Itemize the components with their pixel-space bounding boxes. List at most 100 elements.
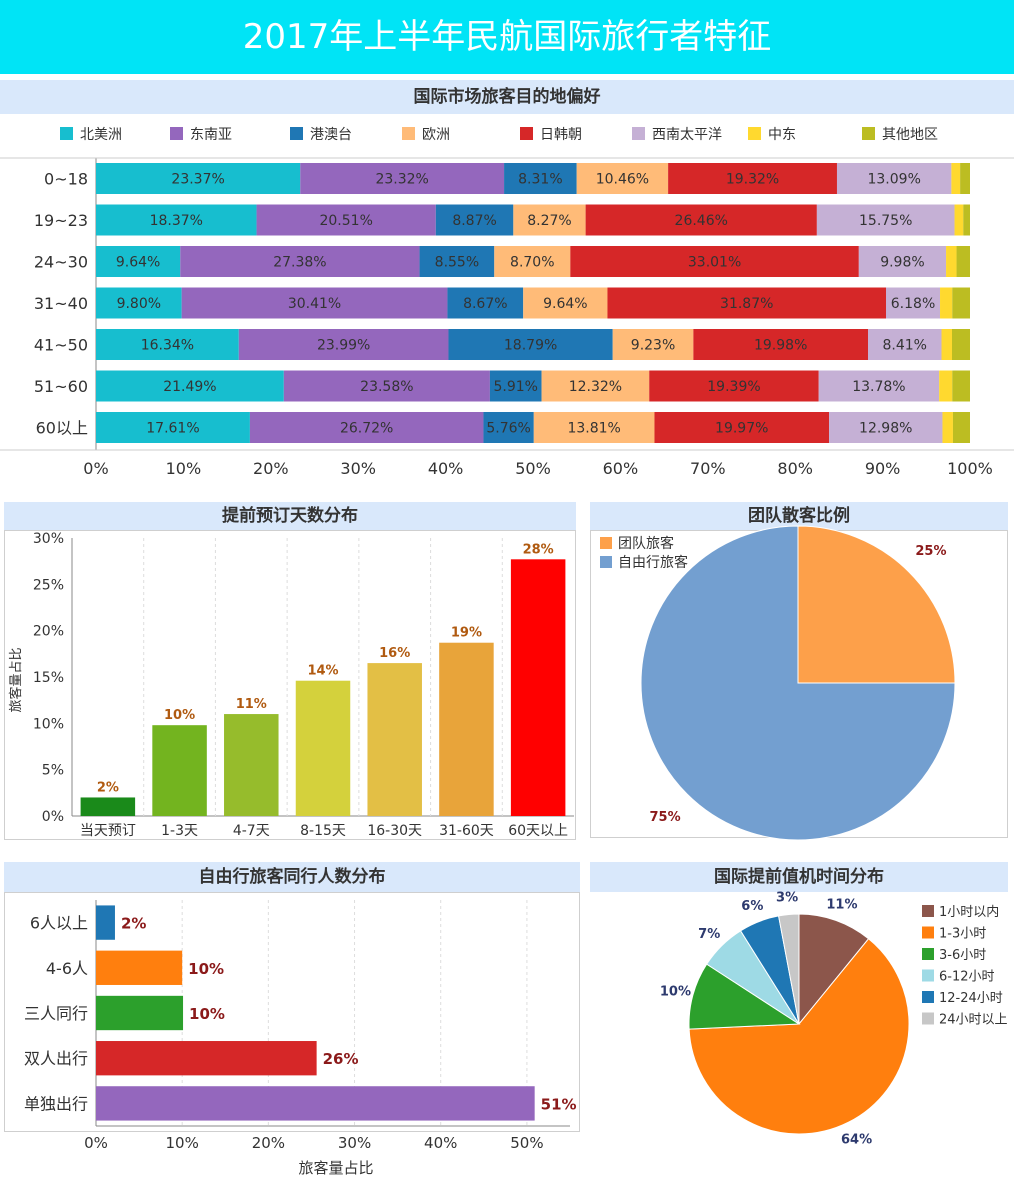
booking-section-title: 提前预订天数分布	[4, 502, 576, 530]
legend-label-0: 北美洲	[80, 127, 122, 143]
x-tick-5: 50%	[515, 459, 551, 478]
slice-label-4: 6%	[741, 899, 763, 914]
bar-1-1	[256, 204, 436, 236]
bar-1-6	[954, 204, 964, 236]
bar-4-2	[448, 329, 613, 360]
bar-4-6	[941, 329, 952, 360]
bar-6-1	[249, 412, 484, 443]
slice-0	[798, 913, 870, 1026]
row-label-6: 60以上	[36, 419, 88, 438]
bar-label-1-3: 8.27%	[527, 213, 571, 229]
bar-label-3-4: 31.87%	[720, 296, 773, 312]
bar-6-6	[942, 412, 953, 443]
x-tick-2: 4-7天	[233, 823, 270, 839]
y-tick-1: 5%	[42, 763, 64, 779]
bar-4-5	[868, 329, 942, 360]
bar-4-1	[238, 329, 449, 360]
bar-label-6-1: 26.72%	[340, 421, 393, 437]
slice-label-1: 64%	[841, 1132, 872, 1147]
bar-label-6-5: 12.98%	[859, 421, 912, 437]
bar-5-3	[541, 370, 650, 402]
legend-swatch-1	[922, 926, 934, 939]
bar-label-5-1: 23.58%	[360, 379, 413, 395]
x-tick-5: 31-60天	[439, 823, 494, 839]
legend-swatch-6	[748, 127, 761, 140]
bar-6	[510, 559, 566, 816]
bar-0-4	[668, 163, 837, 194]
legend-swatch-4	[520, 127, 533, 140]
legend-swatch-7	[862, 127, 875, 140]
legend-swatch-5	[922, 1012, 934, 1025]
legend-label-6: 中东	[768, 127, 796, 143]
x-tick-3: 30%	[340, 459, 376, 478]
bar-0	[96, 905, 115, 940]
bar-5-5	[818, 370, 940, 402]
y-axis-label: 旅客量占比	[8, 647, 24, 712]
bar-label-3-5: 6.18%	[891, 296, 935, 312]
bar-label-6-4: 19.97%	[715, 421, 768, 437]
bar-0-0	[96, 163, 301, 194]
slice-1	[640, 525, 956, 841]
bar-label-1-0: 18.37%	[150, 213, 203, 229]
bar-label-1-5: 15.75%	[859, 213, 912, 229]
legend-label-5: 西南太平洋	[652, 127, 722, 143]
legend-swatch-2	[922, 948, 934, 960]
bar-label-5: 19%	[451, 626, 482, 641]
bar-label-1-4: 26.46%	[675, 213, 728, 229]
bar-3-0	[96, 287, 182, 319]
bar-1-4	[585, 204, 817, 236]
bar-4-4	[693, 329, 869, 360]
bar-label-4-2: 18.79%	[504, 338, 557, 354]
x-tick-0: 0%	[83, 459, 108, 478]
legend-label-5: 24小时以上	[939, 1013, 1008, 1028]
legend-swatch-2	[290, 127, 303, 140]
bar-label-5-0: 21.49%	[163, 379, 216, 395]
bar-4-7	[951, 329, 970, 360]
bar-1-0	[96, 204, 257, 236]
bar-label-6-2: 5.76%	[486, 421, 530, 437]
bar-3-4	[607, 287, 887, 319]
legend-swatch-1	[170, 127, 183, 140]
bar-label-4-0: 16.34%	[141, 338, 194, 354]
legend-label-2: 港澳台	[310, 127, 352, 143]
legend-swatch-5	[632, 127, 645, 140]
bar-label-6-0: 17.61%	[146, 421, 199, 437]
y-tick-2: 10%	[33, 716, 64, 732]
legend-label-1: 自由行旅客	[618, 554, 688, 571]
x-tick-3: 8-15天	[300, 823, 346, 839]
bar-1-5	[816, 204, 955, 236]
legend-label-2: 3-6小时	[939, 948, 986, 963]
bar-2-6	[946, 246, 957, 277]
checkin-section-title: 国际提前值机时间分布	[590, 862, 1008, 892]
x-tick-8: 80%	[777, 459, 813, 478]
bar-2-7	[956, 246, 970, 277]
bar-label-1-2: 8.87%	[452, 213, 496, 229]
bar-label-1: 10%	[188, 960, 224, 978]
legend-label-7: 其他地区	[882, 127, 938, 143]
bar-6-3	[533, 412, 655, 443]
bar-5	[439, 642, 494, 816]
bar-label-3: 26%	[323, 1050, 359, 1068]
y-tick-5: 25%	[33, 577, 64, 593]
bar-2	[224, 714, 279, 816]
bar-0-6	[951, 163, 961, 194]
bar-1	[96, 950, 183, 985]
bar-label-0: 2%	[97, 780, 119, 795]
bar-label-2: 10%	[189, 1005, 225, 1023]
bar-4-3	[612, 329, 694, 360]
bar-label-3-0: 9.80%	[117, 296, 161, 312]
bar-label-4: 16%	[379, 646, 410, 661]
slice-label-0: 11%	[826, 897, 857, 912]
legend-label-0: 团队旅客	[618, 535, 674, 552]
bar-6-0	[96, 412, 250, 443]
y-tick-3: 双人出行	[24, 1049, 88, 1068]
x-tick-7: 70%	[690, 459, 726, 478]
bar-3	[295, 680, 351, 816]
slice-5	[778, 913, 800, 1025]
bar-label-2-1: 27.38%	[273, 255, 326, 271]
bar-5-7	[952, 370, 970, 402]
bar-label-6-3: 13.81%	[567, 421, 620, 437]
bar-1-2	[435, 204, 514, 236]
x-tick-2: 20%	[253, 459, 289, 478]
